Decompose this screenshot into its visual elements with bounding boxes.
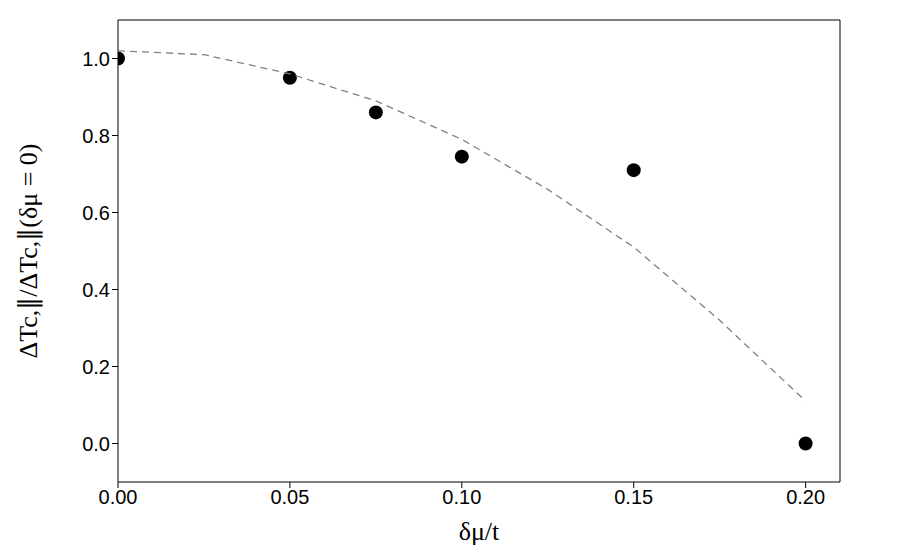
svg-text:0.8: 0.8 bbox=[82, 125, 110, 147]
svg-text:0.6: 0.6 bbox=[82, 202, 110, 224]
svg-text:0.05: 0.05 bbox=[270, 486, 309, 508]
svg-text:0.4: 0.4 bbox=[82, 279, 110, 301]
svg-text:1.0: 1.0 bbox=[82, 48, 110, 70]
svg-text:0.00: 0.00 bbox=[99, 486, 138, 508]
svg-text:0.10: 0.10 bbox=[442, 486, 481, 508]
svg-text:0.2: 0.2 bbox=[82, 356, 110, 378]
svg-text:ΔTc,∥/ΔTc,∥(δμ = 0): ΔTc,∥/ΔTc,∥(δμ = 0) bbox=[14, 143, 43, 358]
svg-text:0.15: 0.15 bbox=[614, 486, 653, 508]
svg-text:δμ/t: δμ/t bbox=[459, 517, 500, 546]
svg-text:0.20: 0.20 bbox=[786, 486, 825, 508]
svg-text:0.0: 0.0 bbox=[82, 433, 110, 455]
